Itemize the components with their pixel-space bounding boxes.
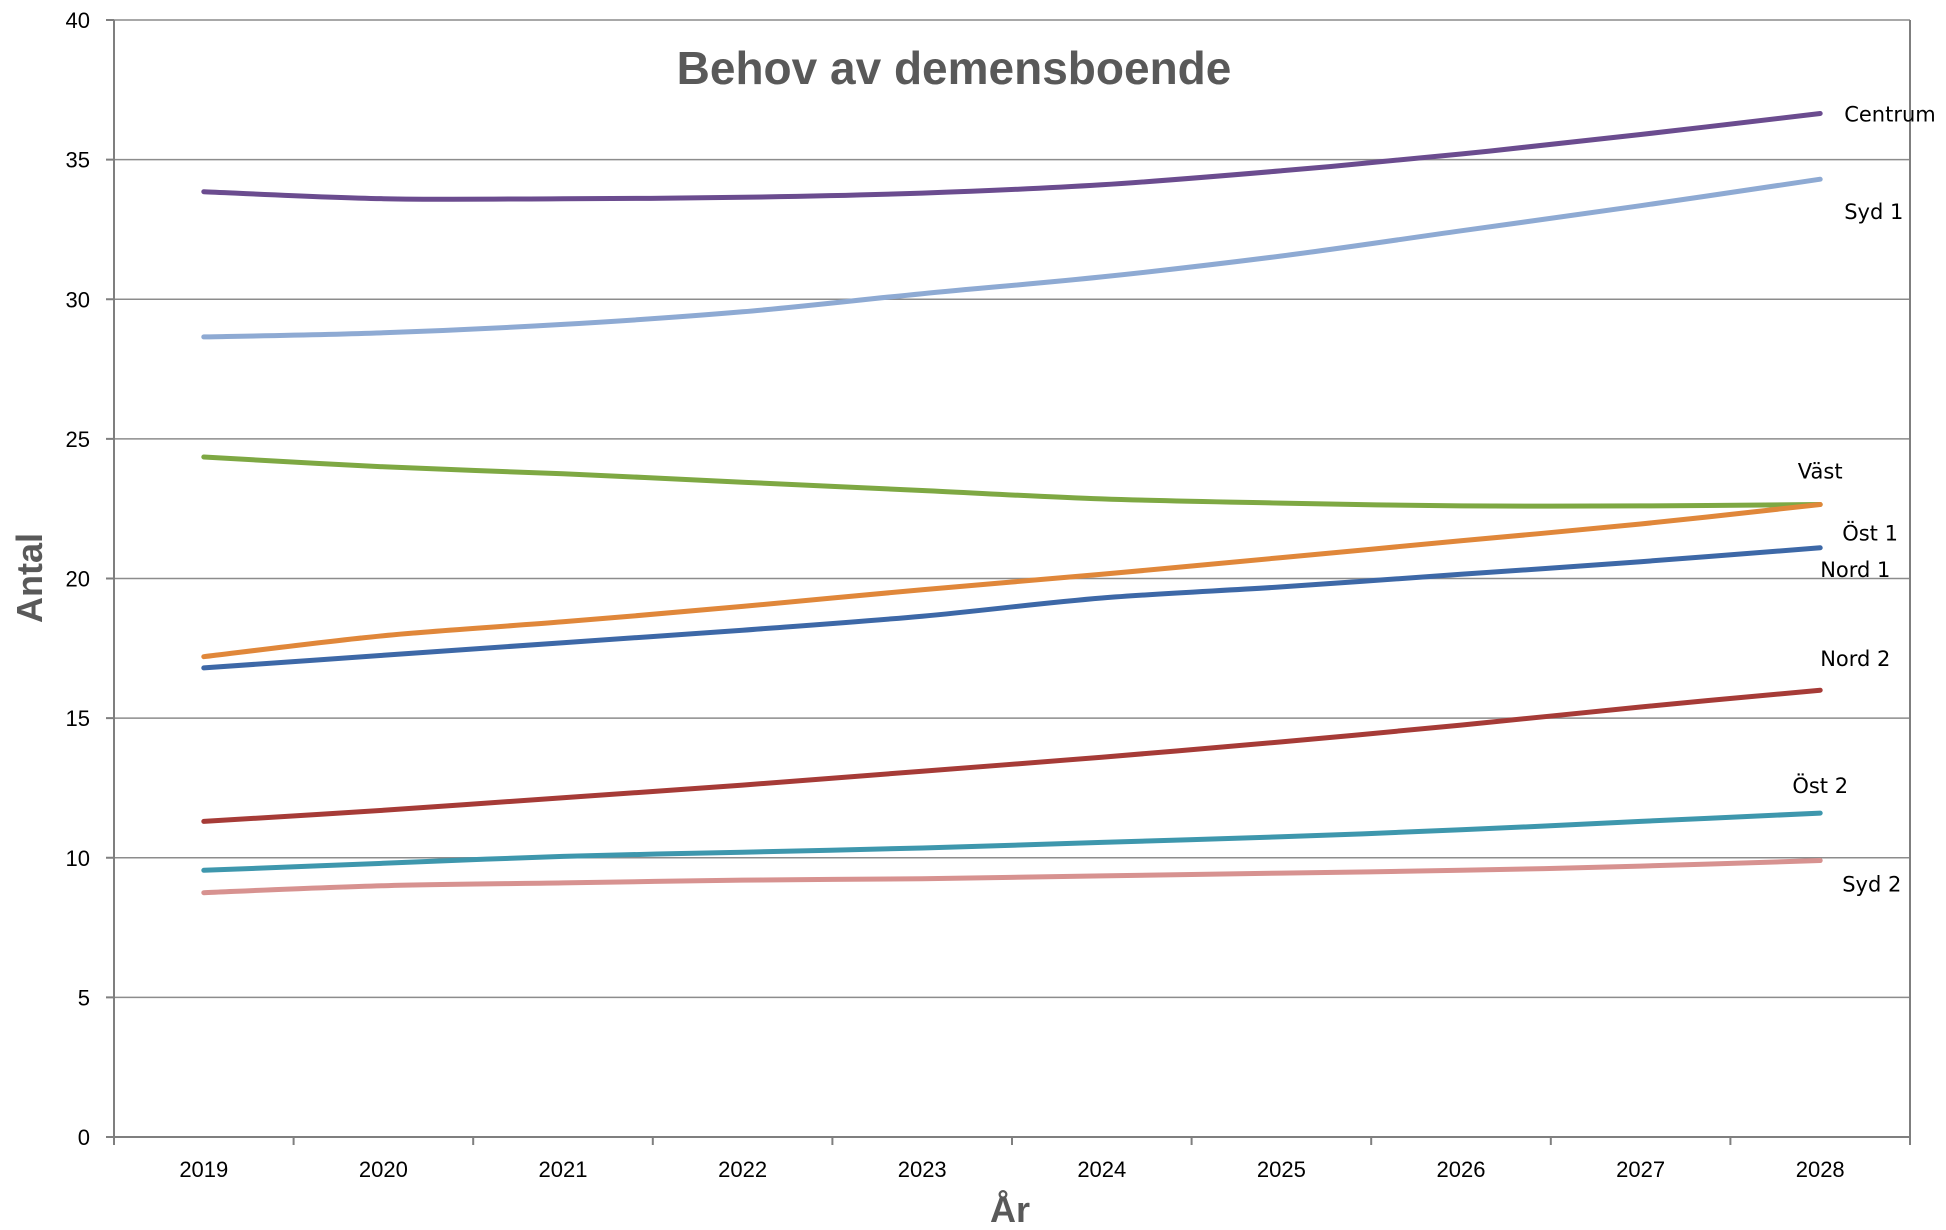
y-tick-label: 25: [66, 427, 90, 452]
series-lines: [201, 111, 1823, 896]
y-tick-label: 15: [66, 706, 90, 731]
series-line-syd-1: [201, 176, 1823, 340]
x-tick-label: 2024: [1077, 1157, 1126, 1182]
chart-title: Behov av demensboende: [677, 42, 1232, 94]
series-line-nord-2: [201, 687, 1823, 824]
series-label-väst: Väst: [1798, 459, 1843, 483]
series-label-nord-2: Nord 2: [1820, 647, 1890, 671]
y-tick-label: 40: [66, 8, 90, 33]
series-line-öst-1: [201, 502, 1823, 660]
series-label-centrum: Centrum: [1844, 103, 1936, 127]
series-line-öst-2: [201, 810, 1823, 873]
y-tick-label: 10: [66, 846, 90, 871]
y-tick-label: 5: [78, 985, 90, 1010]
y-tick-label: 35: [66, 148, 90, 173]
x-tick-label: 2019: [179, 1157, 228, 1182]
x-tick-label: 2022: [718, 1157, 767, 1182]
x-tick-label: 2023: [898, 1157, 947, 1182]
x-tick-label: 2020: [359, 1157, 408, 1182]
series-label-öst-1: Öst 1: [1842, 520, 1898, 545]
series-label-syd-2: Syd 2: [1842, 873, 1901, 897]
x-tick-label: 2027: [1616, 1157, 1665, 1182]
x-tick-label: 2021: [539, 1157, 588, 1182]
x-tick-label: 2026: [1437, 1157, 1486, 1182]
series-line-väst: [201, 454, 1823, 509]
y-tick-label: 0: [78, 1125, 90, 1150]
series-label-syd-1: Syd 1: [1844, 200, 1903, 224]
series-label-öst-2: Öst 2: [1792, 773, 1848, 798]
y-tick-label: 20: [66, 567, 90, 592]
x-tick-label: 2025: [1257, 1157, 1306, 1182]
y-tick-label: 30: [66, 287, 90, 312]
series-line-syd-2: [201, 858, 1823, 896]
y-axis-title: Antal: [9, 533, 50, 623]
x-axis-title: År: [990, 1189, 1030, 1230]
series-labels: Centrum Syd 1 Väst Öst 1 Nord 1 Nord 2 Öst 2 Sy…: [1792, 103, 1935, 897]
series-label-nord-1: Nord 1: [1820, 558, 1890, 582]
gridlines: [114, 19, 1910, 999]
series-line-centrum: [201, 111, 1823, 202]
series-line-nord-1: [201, 545, 1823, 671]
x-tick-label: 2028: [1796, 1157, 1845, 1182]
